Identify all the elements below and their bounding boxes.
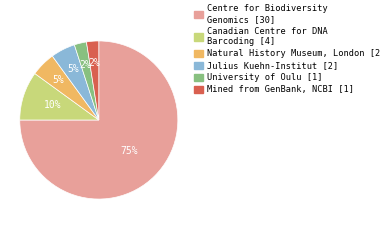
- Text: 5%: 5%: [67, 64, 79, 74]
- Legend: Centre for Biodiversity
Genomics [30], Canadian Centre for DNA
Barcoding [4], Na: Centre for Biodiversity Genomics [30], C…: [194, 4, 380, 94]
- Text: 75%: 75%: [121, 146, 138, 156]
- Wedge shape: [35, 56, 99, 120]
- Text: 2%: 2%: [80, 60, 91, 70]
- Text: 2%: 2%: [89, 58, 100, 68]
- Wedge shape: [74, 42, 99, 120]
- Wedge shape: [52, 45, 99, 120]
- Text: 5%: 5%: [53, 75, 65, 85]
- Wedge shape: [20, 73, 99, 120]
- Text: 10%: 10%: [43, 100, 61, 110]
- Wedge shape: [86, 41, 99, 120]
- Wedge shape: [20, 41, 178, 199]
